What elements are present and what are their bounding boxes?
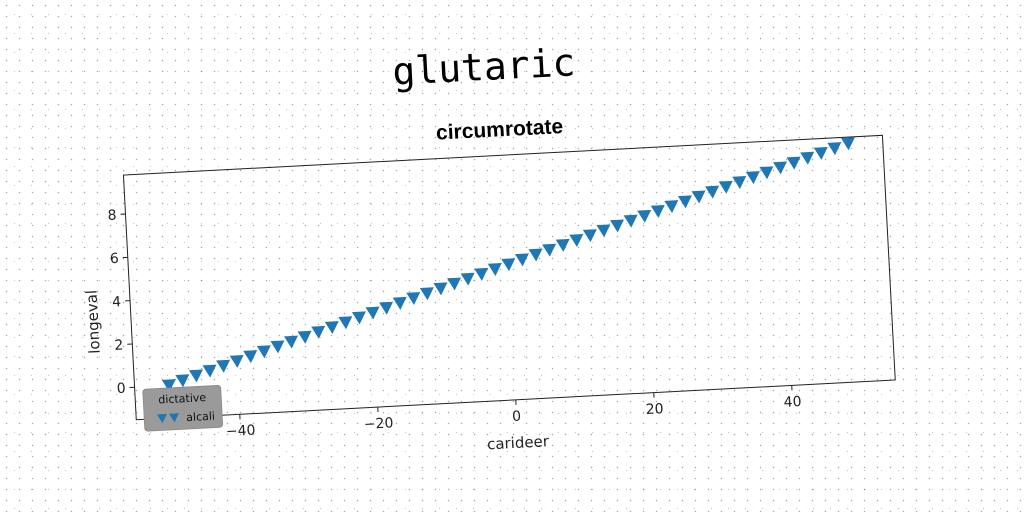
data-point	[827, 142, 842, 156]
y-tick-label: 8	[107, 208, 117, 224]
data-point	[324, 321, 339, 335]
y-tick-label: 2	[114, 337, 124, 353]
data-point	[474, 267, 489, 281]
data-point	[732, 175, 747, 189]
legend-marker-glyph	[169, 413, 179, 423]
data-point	[447, 277, 462, 291]
data-point	[392, 296, 407, 310]
data-point	[161, 379, 176, 393]
data-point	[745, 171, 760, 185]
data-point	[840, 137, 855, 151]
legend-label-alcali: alcali	[186, 410, 215, 424]
plot-frame	[122, 134, 896, 421]
data-point	[555, 238, 570, 252]
data-point	[650, 205, 665, 218]
data-point	[487, 263, 502, 277]
data-point	[379, 301, 394, 315]
data-point	[419, 287, 434, 301]
data-point	[175, 374, 190, 388]
data-point	[202, 364, 217, 378]
data-point	[528, 248, 543, 262]
data-point	[582, 229, 597, 243]
data-point	[800, 151, 815, 165]
data-point	[406, 292, 421, 306]
y-axis-label: longeval	[82, 290, 103, 355]
data-point	[773, 161, 788, 175]
data-point	[216, 359, 231, 373]
x-tick-label: 20	[645, 401, 664, 418]
data-point	[284, 335, 299, 349]
figure-super-title: glutaric	[391, 40, 576, 94]
data-point	[664, 200, 679, 214]
data-point	[610, 219, 625, 233]
x-axis-ticks: −40 −20 0 20 40	[225, 385, 802, 440]
data-point	[759, 166, 774, 180]
x-tick-label: −40	[225, 423, 255, 441]
y-axis-ticks: 0 2 4 6 8	[107, 208, 135, 397]
data-point	[596, 224, 611, 238]
data-point	[786, 156, 801, 170]
x-tick-label: 0	[512, 409, 522, 425]
scatter-series-alcali	[161, 137, 855, 393]
legend-marker-glyph	[157, 413, 168, 424]
data-point	[677, 195, 692, 209]
data-point	[542, 243, 557, 257]
data-point	[433, 282, 448, 296]
data-point	[297, 330, 312, 344]
x-tick-label: −20	[363, 415, 393, 433]
x-tick-label: 40	[783, 394, 802, 411]
data-point	[365, 306, 380, 320]
data-point	[311, 325, 326, 339]
data-point	[514, 253, 529, 267]
y-tick-label: 0	[116, 381, 126, 397]
data-point	[338, 316, 353, 330]
data-point	[569, 234, 584, 247]
data-point	[351, 311, 366, 325]
legend-title: dictative	[158, 391, 207, 406]
x-axis-label: carideer	[487, 432, 551, 453]
y-tick-label: 4	[112, 294, 122, 310]
legend: dictative alcali	[142, 385, 224, 432]
data-point	[813, 146, 828, 160]
data-point	[501, 258, 516, 272]
data-point	[460, 272, 475, 286]
data-point	[705, 185, 720, 199]
data-point	[229, 354, 244, 368]
chart-title: circumrotate	[435, 115, 563, 145]
legend-marker-alcali	[157, 413, 179, 424]
data-point	[188, 369, 203, 383]
data-point	[270, 340, 285, 354]
data-point	[718, 180, 733, 194]
data-point	[691, 190, 706, 204]
data-point	[623, 214, 638, 228]
y-tick-label: 6	[110, 251, 120, 267]
data-point	[637, 209, 652, 223]
data-point	[243, 350, 258, 364]
data-point	[256, 345, 271, 359]
